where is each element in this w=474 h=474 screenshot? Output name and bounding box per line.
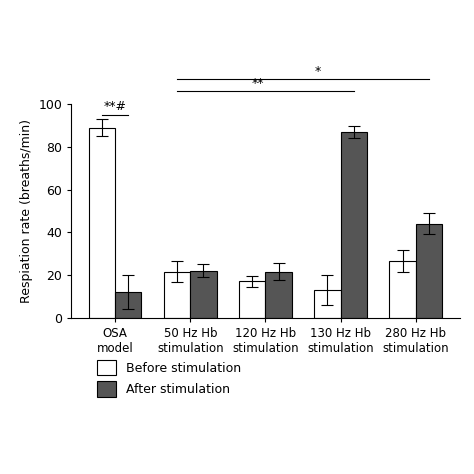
Bar [190,271,217,318]
Bar [115,292,141,318]
Text: **#: **# [103,100,127,113]
Bar [89,128,115,318]
Bar [314,290,341,318]
Bar [341,132,367,318]
Bar [239,282,265,318]
Bar [164,272,190,318]
Y-axis label: Respiation rate (breaths/min): Respiation rate (breaths/min) [19,119,33,303]
Bar [416,224,442,318]
Text: *: * [315,64,321,78]
Bar [265,272,292,318]
Bar [390,261,416,318]
Text: **: ** [252,77,264,91]
Legend: Before stimulation, After stimulation: Before stimulation, After stimulation [97,360,241,397]
